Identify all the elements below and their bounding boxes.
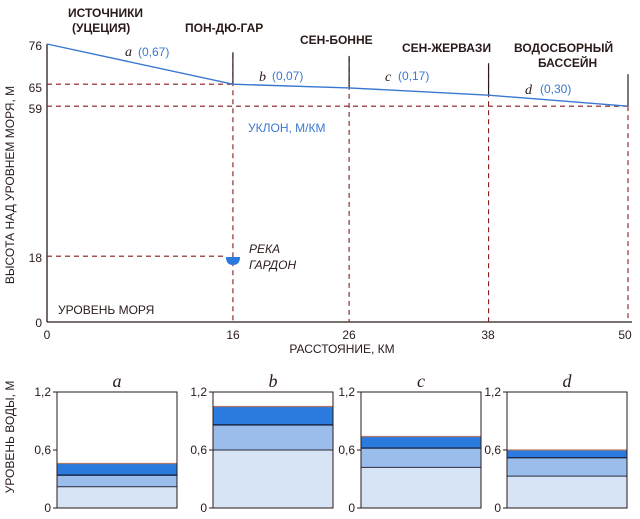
y-tick-label: 65 xyxy=(29,81,43,95)
band-light xyxy=(507,476,627,508)
band-light xyxy=(213,450,333,508)
band-dark xyxy=(507,450,627,458)
water-level-panel-b: 1,2 0,6 0 b xyxy=(190,371,334,515)
y-tick-label: 18 xyxy=(29,251,43,265)
segment-slope: (0,07) xyxy=(272,69,303,83)
panel-y-tick-label: 1,2 xyxy=(338,385,355,399)
station-label: ИСТОЧНИКИ xyxy=(68,6,143,20)
river-marker-icon xyxy=(226,257,240,265)
panel-y-tick-label: 1,2 xyxy=(484,385,501,399)
panel-title: c xyxy=(417,371,425,391)
panel-title: d xyxy=(563,371,573,391)
panel-y-tick-label: 0 xyxy=(494,501,501,515)
water-level-panel-c: 1,2 0,6 0 c xyxy=(338,371,482,515)
band-light xyxy=(361,467,481,508)
panel-y-tick-label: 0,6 xyxy=(484,443,501,457)
band-dark xyxy=(361,436,481,449)
water-level-panel-d: 1,2 0,6 0 d xyxy=(484,371,628,515)
segment-slope: (0,17) xyxy=(398,69,429,83)
panel-y-tick-label: 1,2 xyxy=(34,385,51,399)
segment-letter: d xyxy=(525,83,533,98)
panel-y-tick-label: 0,6 xyxy=(34,443,51,457)
profile-x-axis-title: РАССТОЯНИЕ, КМ xyxy=(289,342,394,356)
y-tick-label: 0 xyxy=(35,316,42,330)
station-labels: ИСТОЧНИКИ (УЦЕЦИЯ) ПОН-ДЮ-ГАР СЕН-БОННЕ … xyxy=(68,6,613,70)
station-label: ПОН-ДЮ-ГАР xyxy=(185,21,263,35)
panel-y-tick-label: 0 xyxy=(44,501,51,515)
station-label: (УЦЕЦИЯ) xyxy=(72,21,130,35)
segment-letter: a xyxy=(125,45,132,60)
x-tick-label: 38 xyxy=(481,328,495,342)
profile-chart: 76 65 59 18 0 0 16 26 38 50 ВЫСОТА НАД У… xyxy=(3,6,632,356)
band-light xyxy=(57,486,177,508)
profile-y-axis-title: ВЫСОТА НАД УРОВНЕМ МОРЯ, М xyxy=(3,86,17,284)
segment-slope: (0,67) xyxy=(138,45,169,59)
water-level-panel-a: 1,2 0,6 0 a xyxy=(34,371,178,515)
panel-title: b xyxy=(269,371,278,391)
segment-slope: (0,30) xyxy=(540,82,571,96)
profile-x-ticks: 0 16 26 38 50 xyxy=(44,328,632,342)
station-label: СЕН-ЖЕРВАЗИ xyxy=(402,41,491,55)
segment-labels: a (0,67) b (0,07) c (0,17) d (0,30) xyxy=(125,45,571,98)
station-label: ВОДОСБОРНЫЙ xyxy=(514,40,613,55)
panel-y-tick-label: 0,6 xyxy=(190,443,207,457)
segment-letter: b xyxy=(259,70,266,85)
panel-title: a xyxy=(113,371,122,391)
band-mid xyxy=(57,475,177,487)
y-tick-label: 76 xyxy=(29,39,43,53)
panel-y-tick-label: 0 xyxy=(348,501,355,515)
band-mid xyxy=(507,457,627,477)
band-mid xyxy=(213,424,333,450)
profile-guide-lines xyxy=(47,52,629,322)
profile-y-ticks: 76 65 59 18 0 xyxy=(29,39,43,330)
panel-y-tick-label: 0,6 xyxy=(338,443,355,457)
station-label: БАССЕЙН xyxy=(538,55,597,70)
station-label: СЕН-БОННЕ xyxy=(300,33,373,47)
band-dark xyxy=(57,463,177,476)
band-mid xyxy=(361,448,481,468)
slope-label: УКЛОН, М/КМ xyxy=(248,121,325,135)
elevation-profile-line xyxy=(46,43,629,107)
y-tick-label: 59 xyxy=(29,102,43,116)
panel-y-tick-label: 0 xyxy=(200,501,207,515)
panel-y-tick-label: 1,2 xyxy=(190,385,207,399)
x-tick-label: 0 xyxy=(44,328,51,342)
segment-letter: c xyxy=(385,70,392,85)
water-level-axis-title: УРОВЕНЬ ВОДЫ, М xyxy=(3,381,17,494)
x-tick-label: 16 xyxy=(226,328,240,342)
river-label: ГАРДОН xyxy=(249,258,296,272)
river-label: РЕКА xyxy=(249,242,280,256)
x-tick-label: 50 xyxy=(618,328,632,342)
band-dark xyxy=(213,406,333,425)
x-tick-label: 26 xyxy=(342,328,356,342)
water-level-panels: УРОВЕНЬ ВОДЫ, М 1,2 0,6 0 a 1,2 0,6 0 b 1,2 0,6 0 c… xyxy=(3,371,628,515)
sea-level-label: УРОВЕНЬ МОРЯ xyxy=(58,303,154,317)
